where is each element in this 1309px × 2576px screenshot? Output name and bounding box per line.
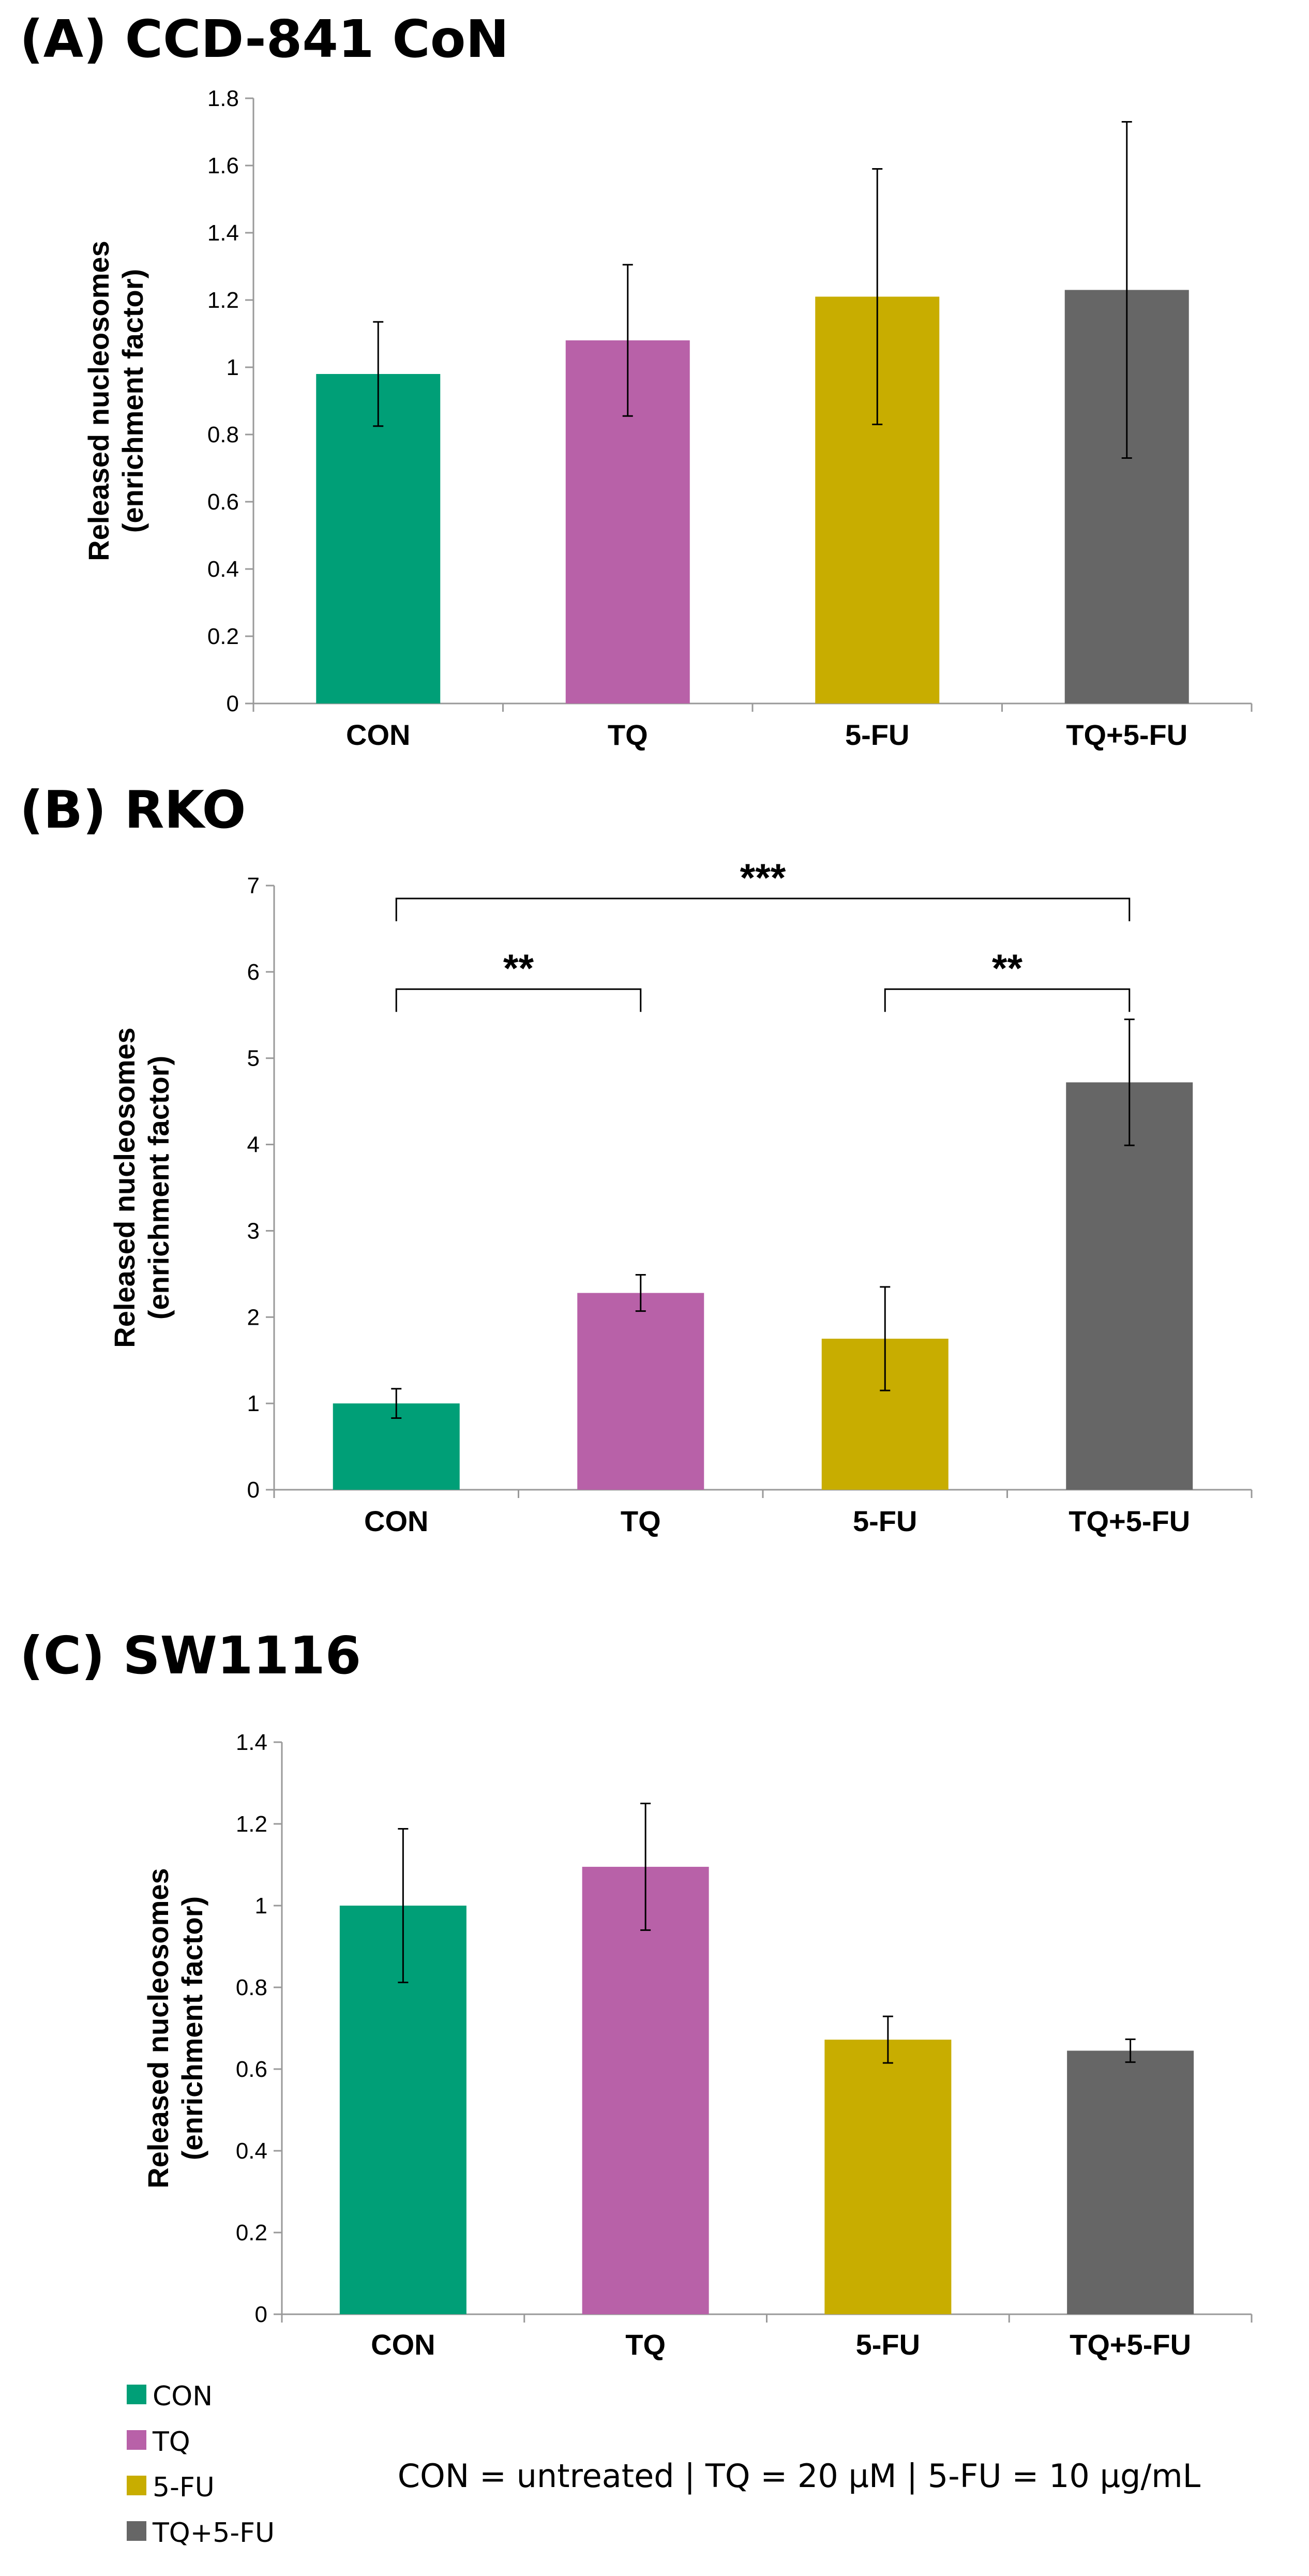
significance-bracket <box>884 988 1131 1012</box>
significance-label: ** <box>503 947 534 991</box>
chart-title: (C) SW1116 <box>20 1625 361 1686</box>
y-tick-label: 1.4 <box>236 1730 267 1755</box>
y-tick-label: 1.6 <box>207 153 239 178</box>
y-axis-label-line: (enrichment factor) <box>176 1896 208 2160</box>
chart-panel-1: (A) CCD-841 CoN 0 0.2 0.4 0.6 0.8 1 1.2 1.4 1.6 1.… <box>20 9 1253 751</box>
chart-panel-2: (B) RKO 0 1 2 3 4 5 6 7 Released nucleosomes(enri… <box>20 780 1253 1537</box>
y-tick-label: 3 <box>247 1218 260 1244</box>
y-tick-label: 1 <box>247 1391 260 1416</box>
category-label: TQ <box>621 1505 661 1537</box>
significance-label: ** <box>992 947 1023 991</box>
y-tick-label: 1.4 <box>207 220 239 246</box>
bar-5-fu <box>824 2040 952 2314</box>
y-tick-label: 0.4 <box>236 2138 267 2164</box>
y-tick-label: 0.6 <box>207 489 239 515</box>
legend-swatch <box>127 2385 146 2404</box>
y-tick-label: 7 <box>247 873 260 898</box>
y-tick-label: 6 <box>247 960 260 985</box>
bar-tq <box>582 1866 709 2314</box>
y-axis-label-line: (enrichment factor) <box>142 1056 175 1320</box>
significance-bracket <box>395 988 642 1012</box>
legend-swatch <box>127 2430 146 2450</box>
legend-label: TQ+5-FU <box>152 2518 275 2549</box>
chart-panel-3: (C) SW1116 0 0.2 0.4 0.6 0.8 1 1.2 1.4 Released n… <box>20 1625 1253 2361</box>
y-tick-label: 1 <box>227 355 239 380</box>
category-label: 5-FU <box>856 2328 920 2361</box>
y-tick-label: 0.6 <box>236 2057 267 2082</box>
legend-label: 5-FU <box>153 2472 215 2503</box>
chart-title: (B) RKO <box>20 780 246 840</box>
footnote: CON = untreated | TQ = 20 µM | 5-FU = 10… <box>398 2457 1201 2495</box>
significance-label: *** <box>740 856 786 900</box>
y-tick-label: 0 <box>247 1477 260 1503</box>
y-tick-label: 4 <box>247 1132 260 1158</box>
y-tick-label: 0.2 <box>207 624 239 649</box>
legend: CON TQ 5-FU TQ+5-FU <box>127 2381 275 2549</box>
y-tick-label: 1 <box>255 1893 267 1919</box>
bar-tq-5-fu <box>1067 2050 1194 2314</box>
y-tick-label: 0.8 <box>236 1975 267 2000</box>
y-tick-label: 0 <box>227 691 239 716</box>
bar-tq <box>577 1293 704 1490</box>
legend-swatch <box>127 2521 146 2541</box>
category-label: 5-FU <box>845 718 909 751</box>
chart-title: (A) CCD-841 CoN <box>20 9 509 69</box>
bar-con <box>316 374 441 703</box>
category-label: CON <box>371 2328 435 2361</box>
y-tick-label: 0.8 <box>207 422 239 447</box>
y-axis-label: Released nucleosomes(enrichment factor) <box>108 1027 175 1347</box>
legend-swatch <box>127 2476 146 2495</box>
y-tick-label: 0 <box>255 2302 267 2327</box>
y-axis-label-line: Released nucleosomes <box>82 241 115 561</box>
y-tick-label: 0.2 <box>236 2220 267 2245</box>
category-label: TQ+5-FU <box>1066 718 1187 751</box>
y-tick-label: 1.2 <box>236 1811 267 1837</box>
legend-label: TQ <box>152 2427 190 2458</box>
y-tick-label: 1.8 <box>207 86 239 111</box>
category-label: 5-FU <box>853 1505 917 1537</box>
significance-bracket <box>395 897 1131 922</box>
y-axis-label: Released nucleosomes(enrichment factor) <box>142 1868 208 2188</box>
y-axis-label-line: (enrichment factor) <box>116 269 149 533</box>
y-tick-label: 5 <box>247 1046 260 1071</box>
category-label: TQ <box>608 718 648 751</box>
y-axis-label-line: Released nucleosomes <box>108 1027 141 1347</box>
category-label: TQ+5-FU <box>1069 1505 1190 1537</box>
category-label: CON <box>346 718 410 751</box>
y-tick-label: 1.2 <box>207 288 239 313</box>
legend-label: CON <box>153 2381 213 2412</box>
category-label: TQ+5-FU <box>1070 2328 1191 2361</box>
category-label: CON <box>364 1505 428 1537</box>
bar-tq-5-fu <box>1066 1082 1193 1490</box>
y-axis-label: Released nucleosomes(enrichment factor) <box>82 241 149 561</box>
y-axis-label-line: Released nucleosomes <box>142 1868 174 2188</box>
y-tick-label: 2 <box>247 1305 260 1330</box>
category-label: TQ <box>625 2328 666 2361</box>
y-tick-label: 0.4 <box>207 557 239 582</box>
